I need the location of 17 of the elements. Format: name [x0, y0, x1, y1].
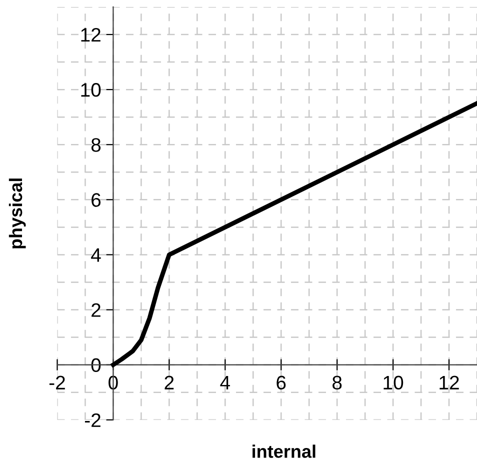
y-tick-label: -2: [84, 413, 100, 427]
y-tick-label: 12: [81, 28, 100, 42]
line-series: [110, 101, 477, 368]
x-tick-label: 10: [384, 376, 404, 390]
x-tick-label: 4: [220, 376, 230, 390]
x-tick-label: -2: [49, 376, 65, 390]
x-tick-label: 2: [164, 376, 174, 390]
y-tick-label: 6: [92, 193, 101, 207]
y-tick-label: 4: [91, 248, 101, 262]
y-axis-title: physical: [8, 178, 26, 248]
y-tick-label: 8: [91, 138, 101, 152]
y-tick-label: 2: [92, 303, 100, 317]
x-axis-title: internal: [252, 444, 316, 458]
y-tick-label: 10: [81, 83, 101, 97]
x-tick-label: 12: [440, 376, 459, 390]
x-tick-label: 6: [276, 376, 286, 390]
x-tick-label: 8: [332, 376, 342, 390]
